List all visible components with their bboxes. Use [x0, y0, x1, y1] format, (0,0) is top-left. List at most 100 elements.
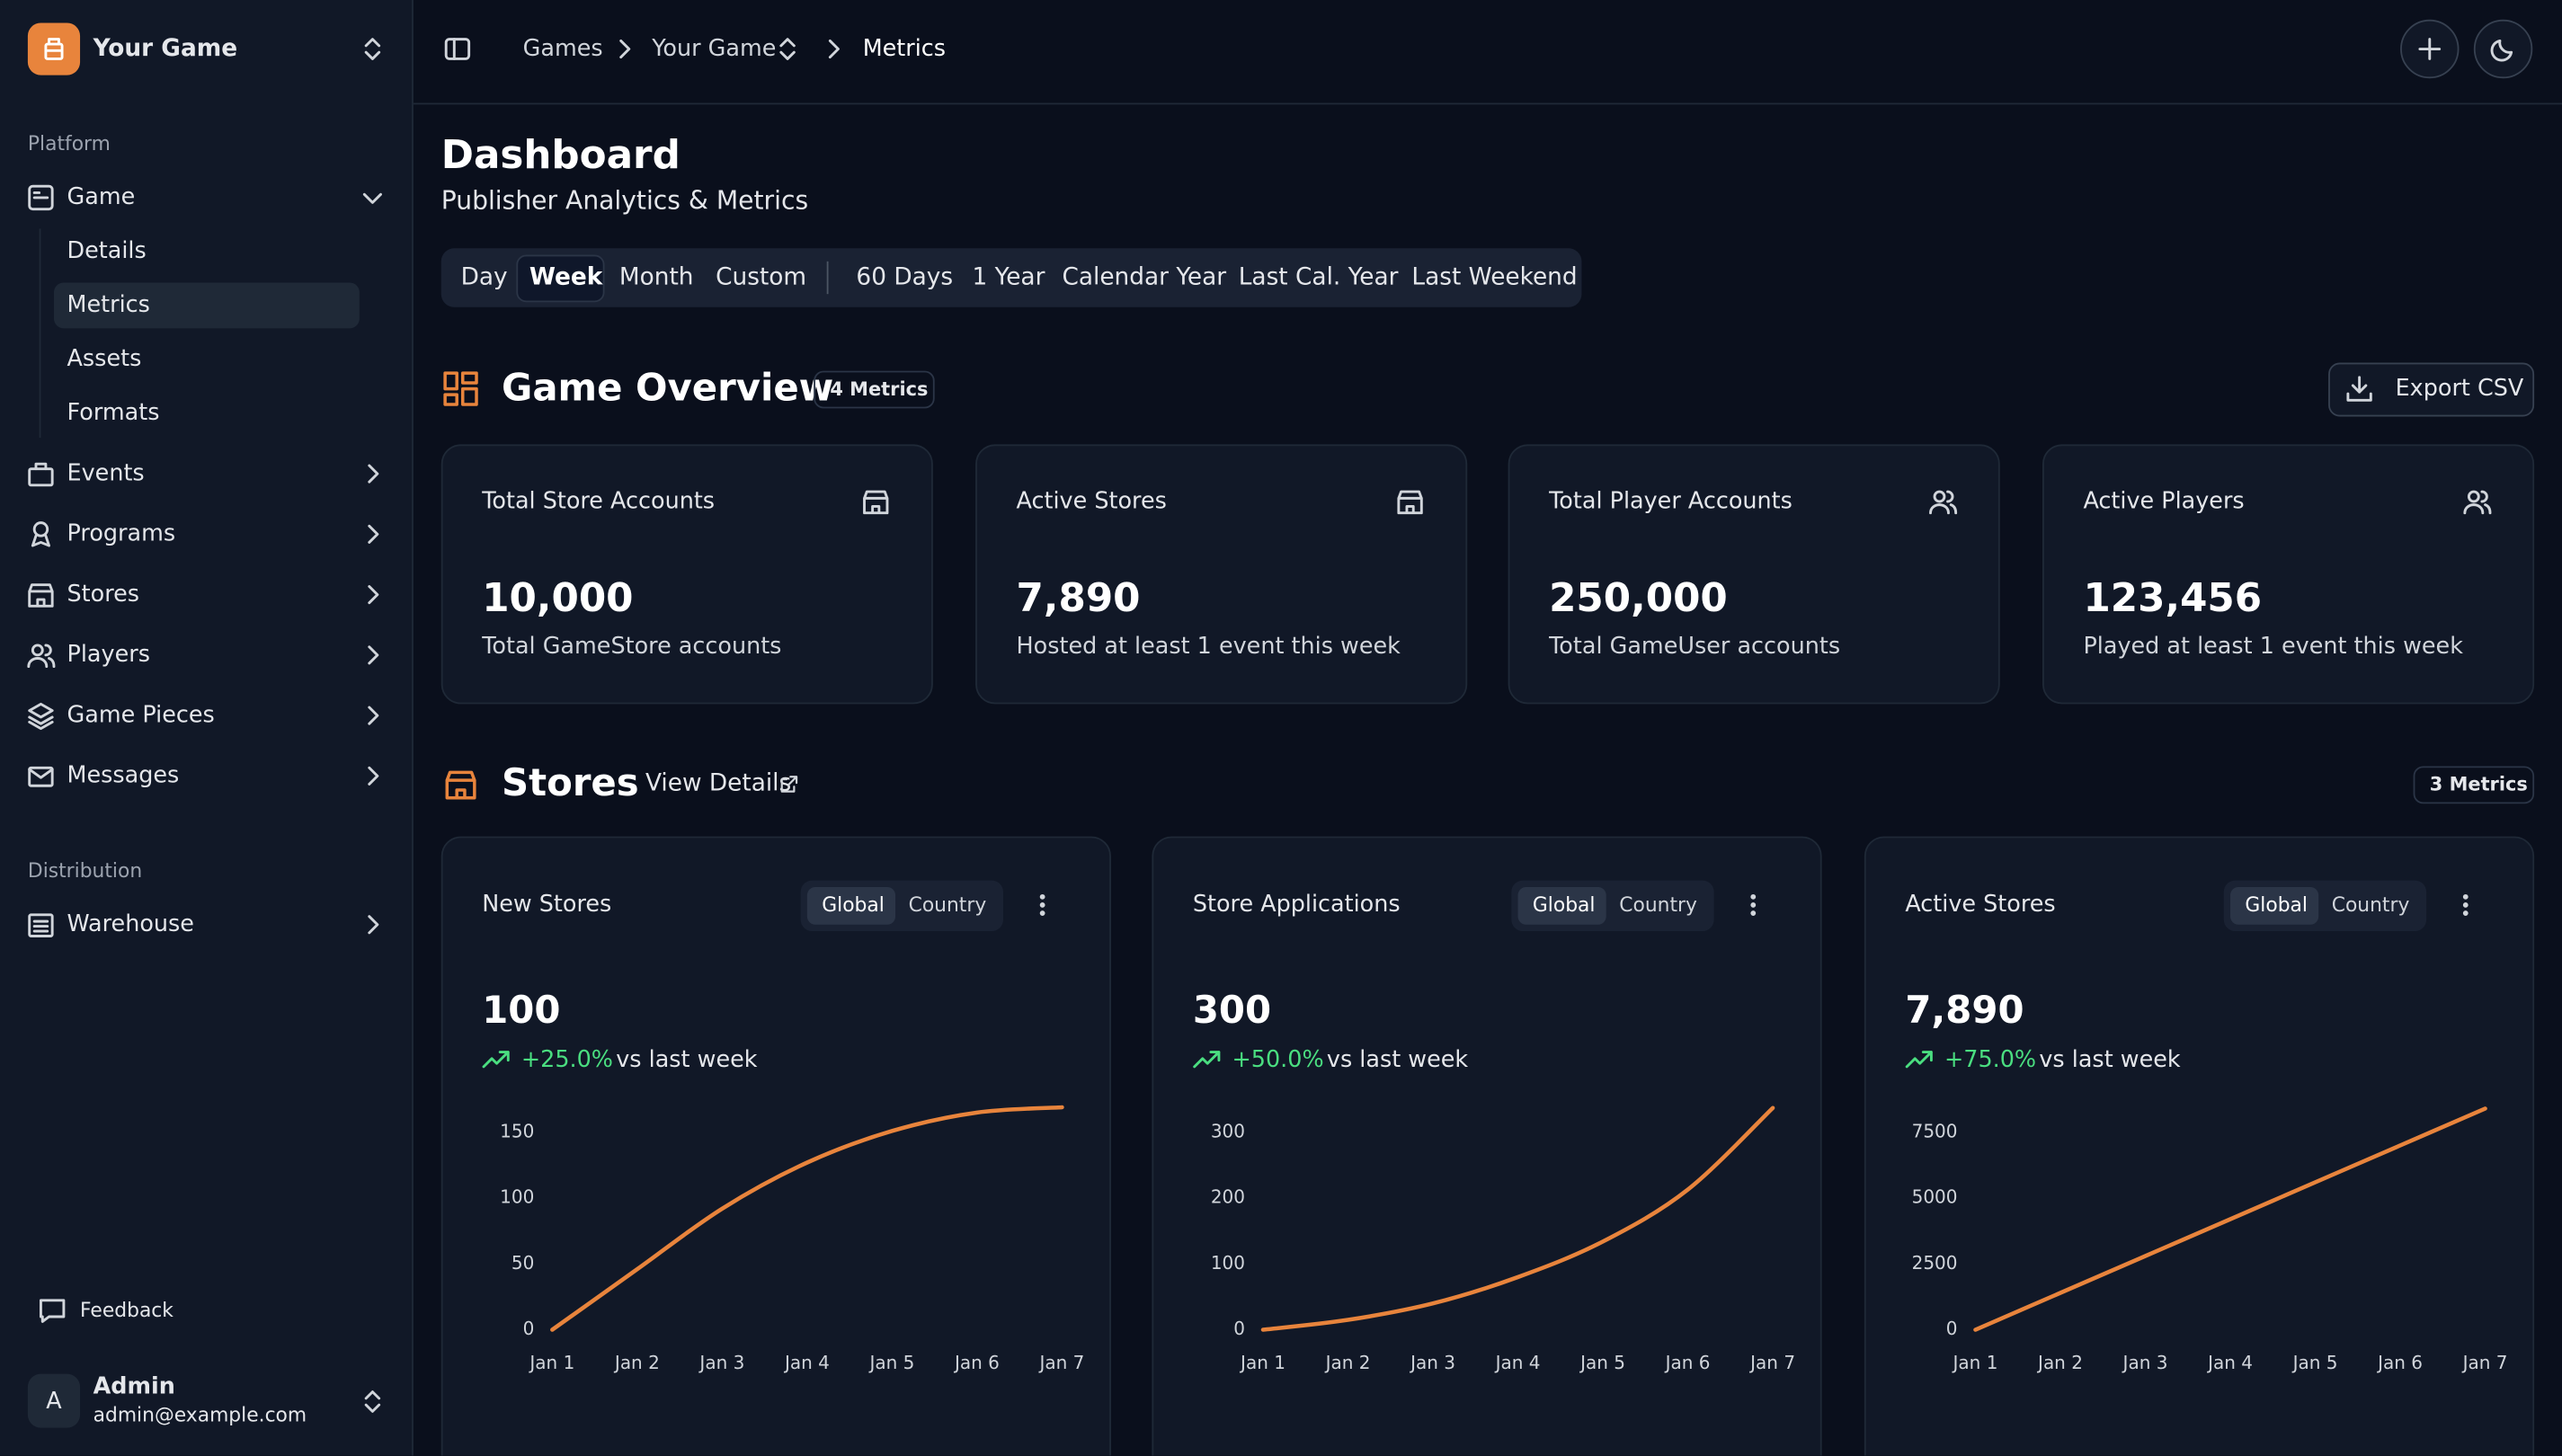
scope-active [806, 886, 896, 925]
metric-card [440, 444, 933, 705]
app-switcher [364, 38, 381, 60]
range-tab[interactable]: Week [529, 264, 603, 291]
app-logo-icon [44, 38, 64, 60]
card-menu [1039, 893, 1045, 916]
stores-icon [445, 770, 476, 800]
nav-icon [27, 644, 56, 669]
nav-chevron [368, 915, 379, 935]
sub-nav-item[interactable]: Assets [67, 346, 142, 373]
breadcrumb-sep [619, 39, 631, 59]
feedback-link[interactable]: Feedback [80, 1298, 173, 1322]
breadcrumb-item[interactable]: Games [522, 35, 603, 63]
scope-active [1517, 886, 1606, 925]
metric-label: Total Player Accounts [1549, 488, 1793, 515]
nav-icon [28, 184, 54, 211]
view-details-link[interactable]: View Details [645, 770, 792, 797]
preset-tab[interactable]: 60 Days [856, 264, 954, 291]
nav-chevron [368, 524, 379, 544]
section-title: Stores [502, 762, 639, 806]
card-menu [2462, 893, 2469, 916]
chart-title: Store Applications [1192, 892, 1401, 919]
scope-option[interactable]: Global [822, 893, 885, 917]
trend-icon [482, 1051, 510, 1069]
metric-note: Played at least 1 event this week [2083, 634, 2463, 661]
comparison-label: vs last week [1326, 1047, 1469, 1074]
preset-tab[interactable]: Last Cal. Year [1238, 264, 1399, 291]
breadcrumb-sep [828, 39, 840, 59]
add-button[interactable] [2400, 19, 2460, 79]
metric-card [2042, 444, 2535, 705]
chart-card [1152, 836, 1822, 1456]
metric-note: Total GameStore accounts [482, 634, 782, 661]
nav-icon [28, 766, 54, 787]
nav-icon [31, 521, 50, 547]
preset-tab[interactable]: 1 Year [972, 264, 1045, 291]
sub-nav-item[interactable]: Details [67, 238, 147, 265]
game-switch [779, 38, 796, 60]
scope-option[interactable]: Global [1532, 893, 1596, 917]
user-name[interactable]: Admin [93, 1373, 175, 1400]
metric-label: Active Players [2083, 488, 2245, 515]
sub-nav-item[interactable]: Formats [67, 400, 160, 427]
chart-value: 7,890 [1905, 990, 2024, 1033]
scope-option[interactable]: Country [908, 893, 987, 917]
avatar [27, 1373, 81, 1428]
range-tabs [440, 248, 1582, 307]
sidebar [0, 0, 414, 1456]
metric-card [1508, 444, 2000, 705]
scope-option[interactable]: Global [2245, 893, 2308, 917]
metric-value: 250,000 [1549, 574, 1728, 621]
sidebar-toggle [444, 38, 471, 60]
chart-value: 100 [482, 990, 561, 1033]
metric-note: Total GameUser accounts [1549, 634, 1841, 661]
user-menu [364, 1390, 381, 1413]
scope-option[interactable]: Country [2331, 893, 2410, 917]
sub-nav-item[interactable]: Metrics [67, 292, 150, 319]
header-divider [413, 102, 2562, 105]
badge [814, 370, 935, 409]
active-tab [516, 254, 605, 303]
metric-icon [2463, 490, 2492, 515]
nav-chevron [362, 192, 382, 204]
metric-icon [1929, 490, 1958, 515]
metric-value: 7,890 [1016, 574, 1141, 621]
chart-card [440, 836, 1111, 1456]
nav-icon [28, 702, 54, 731]
add-icon [2418, 38, 2442, 60]
nav-chevron [368, 585, 379, 605]
nav-item[interactable]: Events [67, 460, 145, 487]
export-label[interactable]: Export CSV [2395, 376, 2524, 403]
page-title: Dashboard [440, 132, 681, 179]
nav-item[interactable]: Stores [67, 582, 140, 608]
chart-value: 300 [1192, 990, 1272, 1033]
change-value: +50.0% [1232, 1047, 1324, 1074]
range-tab[interactable]: Day [460, 264, 508, 291]
preset-tab[interactable]: Calendar Year [1062, 264, 1227, 291]
nav-item[interactable]: Programs [67, 520, 176, 547]
export-icon [2346, 376, 2372, 402]
nav-item[interactable]: Game Pieces [67, 702, 215, 729]
nav-item[interactable]: Warehouse [67, 911, 194, 938]
overview-icon [443, 371, 478, 406]
badge-text: 4 Metrics [830, 377, 929, 401]
external-icon [780, 776, 798, 793]
range-tab[interactable]: Custom [716, 264, 807, 291]
app-logo [27, 22, 81, 75]
feedback-icon [39, 1299, 66, 1323]
nav-chevron [368, 645, 379, 665]
preset-tab[interactable]: Last Weekend [1411, 264, 1578, 291]
nav-item[interactable]: Messages [67, 762, 180, 789]
nav-item[interactable]: Players [67, 642, 150, 669]
breadcrumb-item[interactable]: Your Game [652, 35, 777, 63]
range-tab[interactable]: Month [618, 264, 694, 291]
scope-option[interactable]: Country [1619, 893, 1697, 917]
scope-active [2230, 886, 2319, 925]
app-name[interactable]: Your Game [93, 35, 238, 63]
user-email: admin@example.com [93, 1403, 307, 1426]
metric-label: Total Store Accounts [482, 488, 716, 515]
card-menu [1750, 893, 1757, 916]
trend-icon [1193, 1051, 1221, 1069]
nav-item[interactable]: Game [67, 184, 136, 211]
badge [2413, 766, 2535, 804]
